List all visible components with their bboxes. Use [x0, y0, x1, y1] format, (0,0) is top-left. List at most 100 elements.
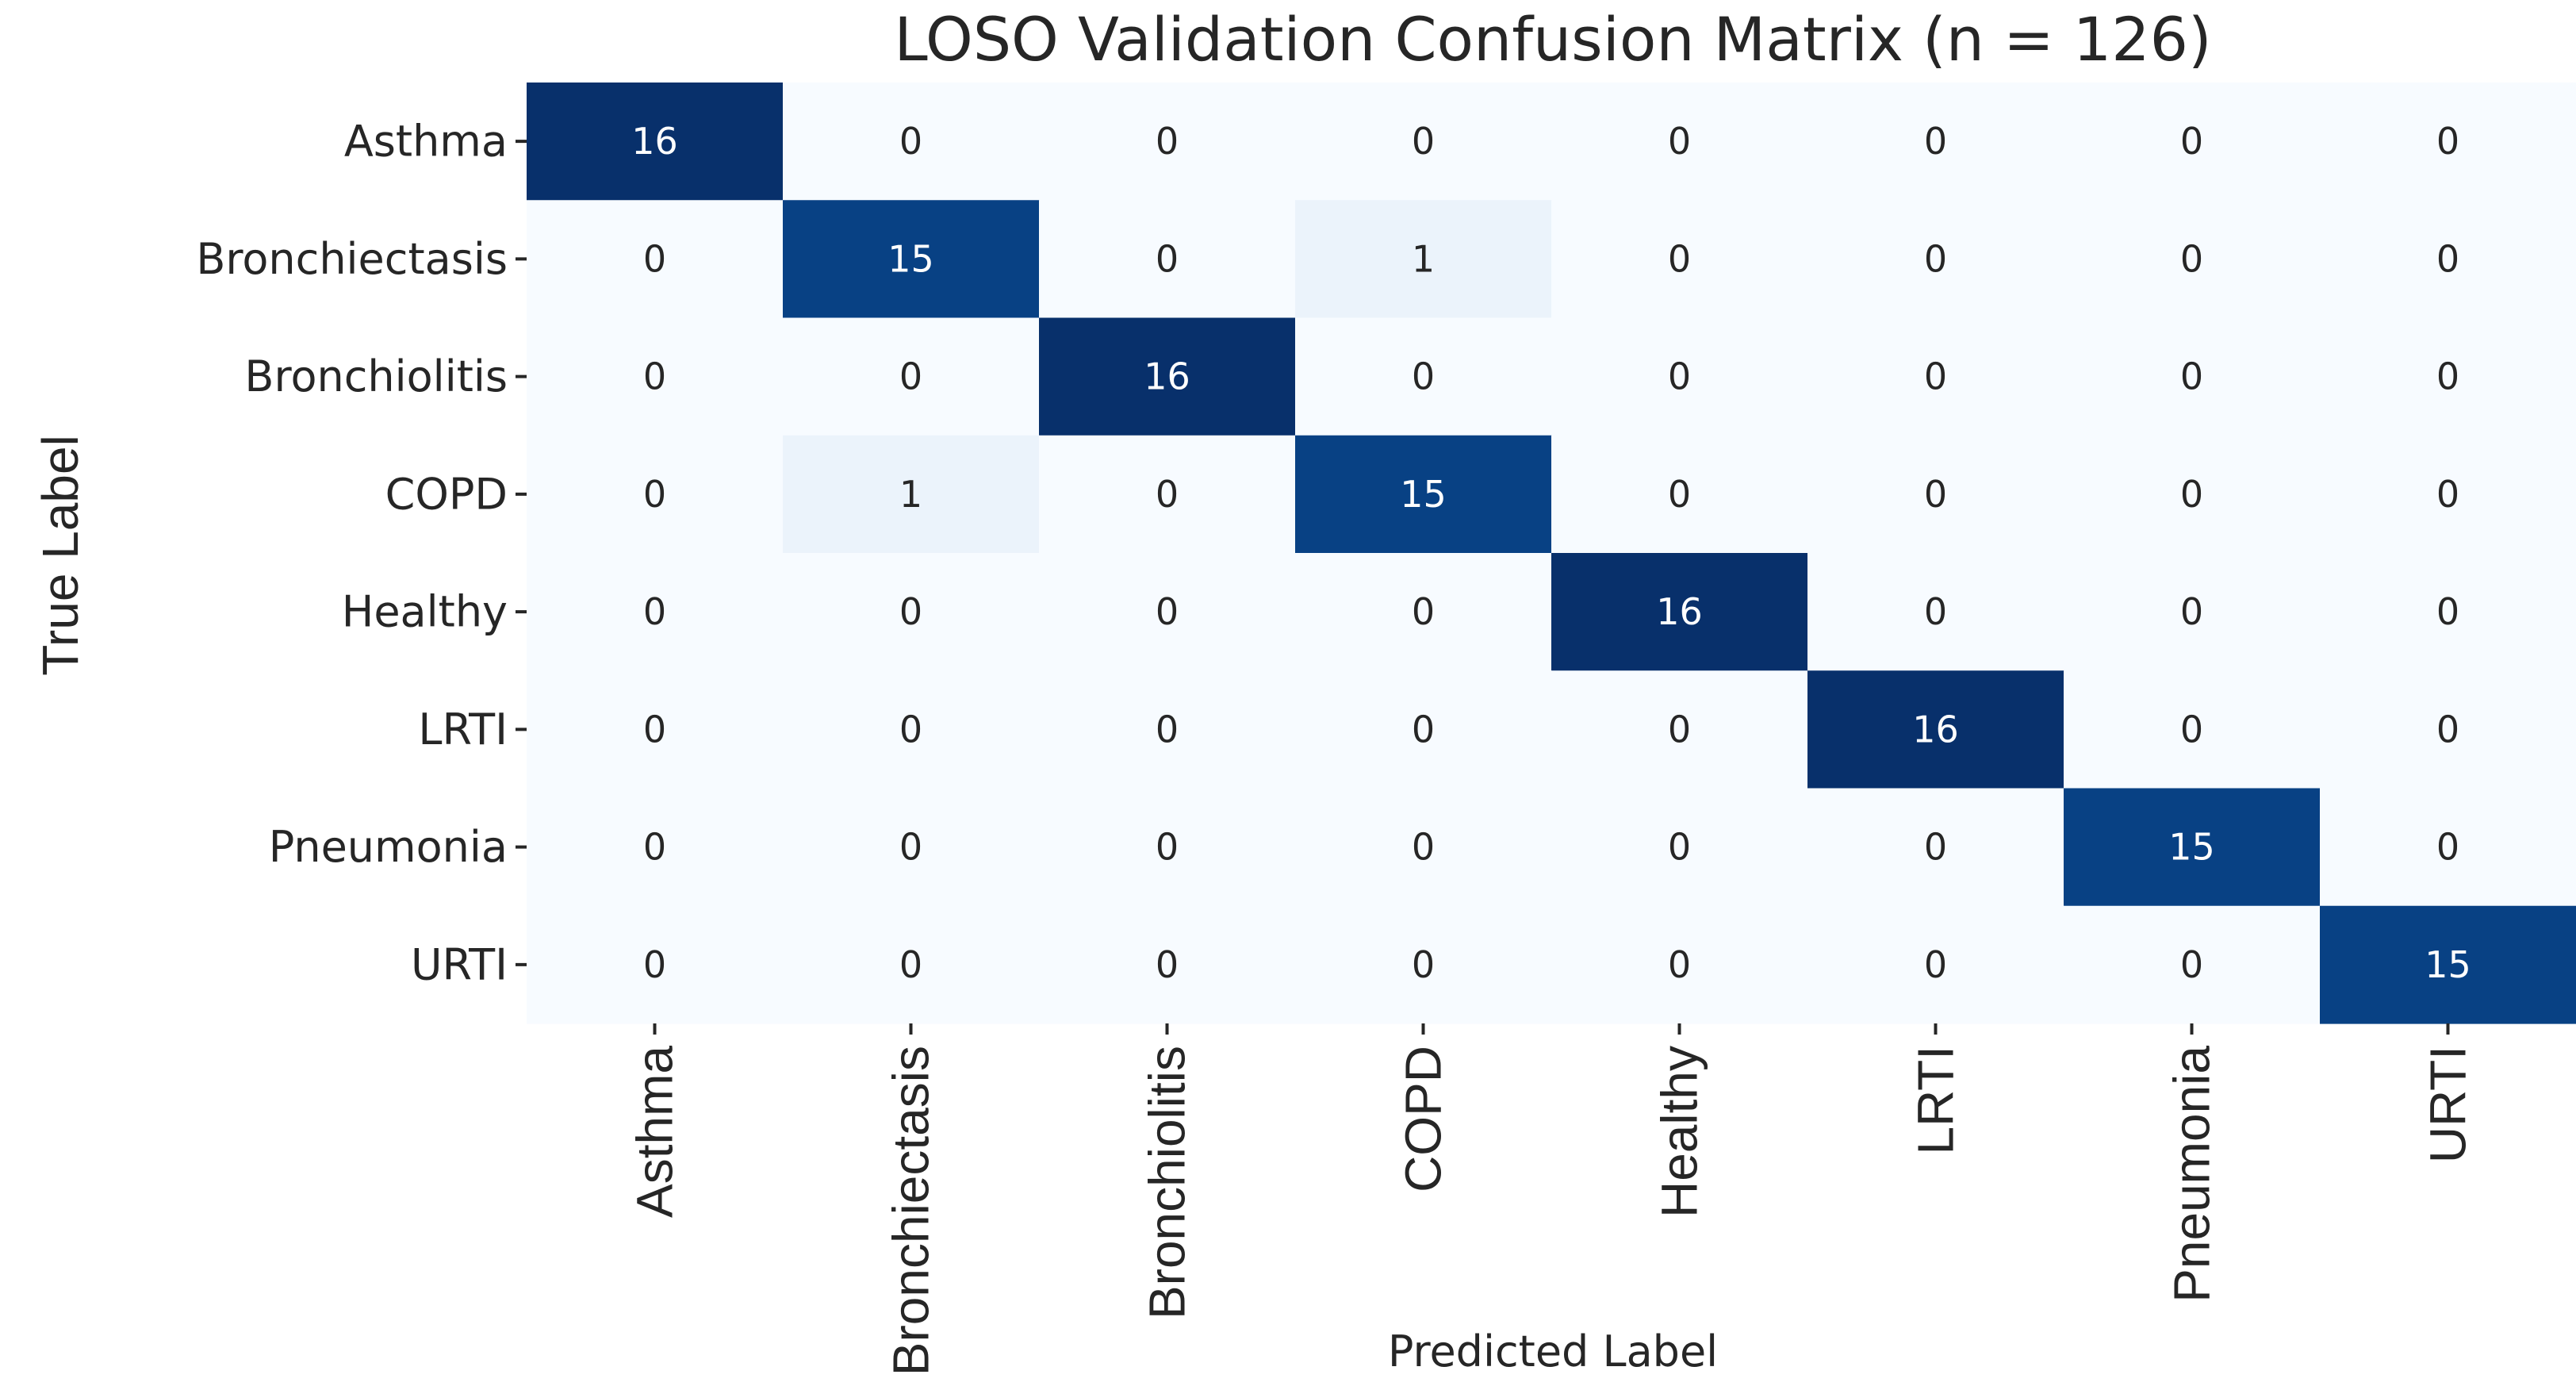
heatmap-cell: [783, 435, 1040, 554]
x-tick-label: Pneumonia: [2164, 1046, 2221, 1303]
x-tick-label: Bronchiectasis: [883, 1046, 940, 1376]
x-tick-label: Healthy: [1651, 1046, 1708, 1218]
heatmap-cell: [1295, 435, 1552, 554]
cell-value-label: 0: [2436, 120, 2459, 163]
heatmap-cell: [2064, 317, 2321, 436]
heatmap-cell: [1551, 200, 1808, 319]
y-axis-ticks: Asthma Bronchiectasis Bronchiolitis COPD Hea…: [196, 117, 527, 989]
cell-value-label: 0: [643, 237, 666, 280]
cell-value-label: 0: [1668, 237, 1691, 280]
heatmap-cell: [1807, 200, 2064, 319]
heatmap-cell: [783, 670, 1040, 789]
cell-value-label: 0: [1924, 355, 1947, 398]
cell-value-label: 0: [899, 120, 922, 163]
heatmap-cell: [2320, 788, 2576, 907]
x-tick-label: Asthma: [627, 1046, 684, 1218]
heatmap-cell: [527, 670, 784, 789]
heatmap-cell: [1039, 435, 1296, 554]
heatmap-cell: [783, 788, 1040, 907]
heatmap-cell: [527, 788, 784, 907]
heatmap-cell: [1807, 670, 2064, 789]
cell-value-label: 0: [1924, 473, 1947, 516]
cell-value-label: 0: [1412, 826, 1435, 869]
heatmap-cell: [2064, 435, 2321, 554]
heatmap-cell: [1551, 317, 1808, 436]
cell-value-label: 1: [1412, 237, 1435, 280]
cell-value-label: 0: [643, 355, 666, 398]
heatmap-cell: [1551, 553, 1808, 671]
cell-value-label: 0: [2180, 708, 2203, 751]
cell-value-label: 0: [643, 826, 666, 869]
heatmap-cell: [2064, 670, 2321, 789]
cell-value-label: 0: [643, 473, 666, 516]
heatmap-cell: [2320, 435, 2576, 554]
cell-value-label: 0: [1156, 120, 1179, 163]
heatmap-cell: [1551, 905, 1808, 1024]
cell-value-label: 0: [1412, 355, 1435, 398]
y-tick-label: Asthma: [344, 117, 508, 167]
cell-value-label: 0: [1668, 355, 1691, 398]
heatmap-cell: [2064, 788, 2321, 907]
cell-value-label: 0: [1156, 826, 1179, 869]
heatmap-cell: [1039, 200, 1296, 319]
heatmap-cell: [1807, 83, 2064, 201]
heatmap-cell: [1295, 905, 1552, 1024]
heatmap-cell: [783, 317, 1040, 436]
heatmap-cell: [1551, 435, 1808, 554]
cell-value-label: 16: [1144, 355, 1190, 398]
heatmap-cell: [2320, 317, 2576, 436]
y-tick-label: Healthy: [342, 587, 508, 637]
heatmap-cell: [1807, 553, 2064, 671]
chart-title: LOSO Validation Confusion Matrix (n = 12…: [894, 4, 2211, 75]
heatmap-cell: [1807, 905, 2064, 1024]
cell-value-label: 0: [899, 943, 922, 986]
y-tick-label: LRTI: [418, 705, 508, 754]
heatmap-cell: [783, 83, 1040, 201]
cell-value-label: 0: [1668, 708, 1691, 751]
heatmap-cell: [783, 905, 1040, 1024]
cell-value-label: 0: [1924, 590, 1947, 633]
heatmap-cell: [527, 905, 784, 1024]
y-tick-label: Bronchiectasis: [196, 234, 508, 284]
heatmap-cell: [2064, 83, 2321, 201]
x-tick-label: Bronchiolitis: [1139, 1046, 1196, 1319]
cell-value-label: 0: [1924, 120, 1947, 163]
cell-value-label: 0: [2436, 473, 2459, 516]
cell-value-label: 0: [1412, 708, 1435, 751]
cell-value-label: 0: [2436, 708, 2459, 751]
heatmap-cell: [1295, 83, 1552, 201]
heatmap-cell: [783, 200, 1040, 319]
cell-value-label: 0: [899, 826, 922, 869]
cell-value-label: 0: [1668, 943, 1691, 986]
y-tick-label: COPD: [385, 469, 508, 519]
heatmap-cell: [1295, 670, 1552, 789]
heatmap-cell: [2064, 905, 2321, 1024]
heatmap-cell: [1551, 670, 1808, 789]
heatmap-cell: [527, 83, 784, 201]
x-axis-ticks: Asthma Bronchiectasis Bronchiolitis COPD Hea…: [627, 1023, 2477, 1376]
cell-value-label: 1: [899, 473, 922, 516]
cell-value-label: 0: [2180, 943, 2203, 986]
y-tick-label: URTI: [411, 939, 508, 989]
cell-value-label: 16: [631, 120, 678, 163]
heatmap-cell: [1039, 905, 1296, 1024]
heatmap-cell: [1295, 200, 1552, 319]
heatmap-cell: [1039, 317, 1296, 436]
heatmap-cell: [1039, 83, 1296, 201]
heatmap-cell: [527, 553, 784, 671]
cell-value-label: 0: [643, 943, 666, 986]
cell-value-label: 0: [2436, 355, 2459, 398]
cell-value-label: 15: [2425, 943, 2471, 986]
cell-value-label: 0: [1412, 590, 1435, 633]
cell-value-label: 0: [2180, 355, 2203, 398]
heatmap-cell: [527, 200, 784, 319]
cell-value-label: 15: [887, 237, 934, 280]
cell-value-label: 0: [1668, 826, 1691, 869]
heatmap-cell: [1807, 788, 2064, 907]
heatmap-cells: 16 0 0 0 0 0 0 0 0 15 0 1 0 0 0 0 0 0 16 0 0 0 0 0 0 1 0 15 0 0 0 0 0 0 0 0…: [527, 83, 2576, 1024]
cell-value-label: 0: [2180, 473, 2203, 516]
x-tick-label: COPD: [1395, 1046, 1452, 1192]
heatmap-cell: [1039, 553, 1296, 671]
heatmap-cell: [1295, 553, 1552, 671]
